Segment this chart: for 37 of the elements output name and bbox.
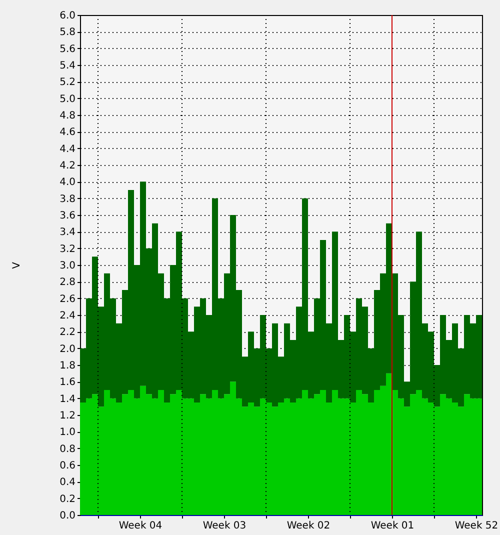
- y-tick-label: 3.6: [60, 210, 76, 222]
- x-tick-label: Week 04: [118, 520, 162, 532]
- y-tick-label: 0.0: [60, 510, 76, 522]
- y-axis-title: V: [12, 262, 23, 269]
- y-tick-label: 3.8: [60, 194, 76, 205]
- y-tick-label: 5.4: [60, 60, 76, 72]
- y-tick-label: 1.0: [60, 427, 76, 438]
- y-tick-label: 2.6: [60, 294, 76, 305]
- y-tick-label: 3.2: [60, 244, 76, 255]
- y-tick-label: 0.6: [60, 460, 76, 472]
- y-tick-label: 4.0: [60, 177, 76, 188]
- y-tick-label: 3.4: [60, 227, 76, 238]
- y-tick-label: 2.2: [60, 327, 76, 338]
- y-tick-label: 5.8: [60, 27, 76, 38]
- y-tick-label: 6.0: [60, 10, 76, 22]
- y-tick-label: 1.8: [60, 360, 76, 372]
- y-tick-label: 3.0: [60, 260, 76, 272]
- y-tick-label: 0.8: [60, 444, 76, 455]
- y-tick-label: 2.4: [60, 310, 76, 322]
- y-tick-label: 4.8: [60, 110, 76, 122]
- x-tick-label: Week 52: [454, 520, 498, 532]
- y-tick-label: 5.6: [60, 44, 76, 55]
- y-tick-label: 0.2: [60, 494, 76, 505]
- y-tick-label: 0.4: [60, 477, 76, 488]
- y-tick-label: 4.4: [60, 144, 76, 155]
- y-tick-label: 1.2: [60, 410, 76, 422]
- y-tick-label: 2.0: [60, 344, 76, 355]
- y-tick-label: 5.2: [60, 77, 76, 88]
- y-tick-label: 1.6: [60, 377, 76, 388]
- x-tick-label: Week 03: [202, 520, 246, 532]
- x-tick-label: Week 01: [370, 520, 414, 532]
- x-tick-label: Week 02: [286, 520, 330, 532]
- y-tick-label: 4.6: [60, 127, 76, 138]
- y-tick-label: 2.8: [60, 277, 76, 288]
- y-tick-label: 1.4: [60, 394, 76, 405]
- y-tick-label: 5.0: [60, 94, 76, 105]
- y-tick-label: 4.2: [60, 160, 76, 172]
